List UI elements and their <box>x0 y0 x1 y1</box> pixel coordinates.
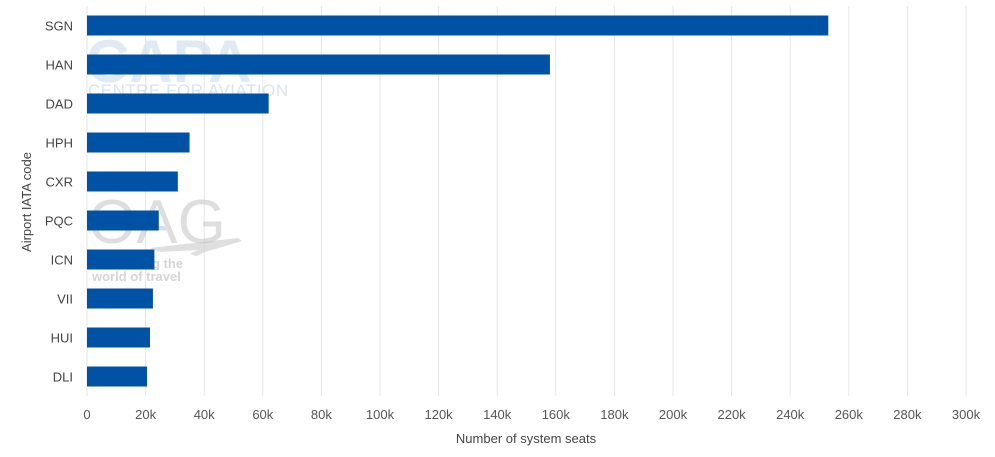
x-tick-label: 60k <box>252 407 273 422</box>
bar-hui[interactable] <box>87 327 150 348</box>
x-tick-label: 300k <box>952 407 981 422</box>
x-tick-label: 240k <box>776 407 805 422</box>
y-tick-label: DAD <box>46 97 73 112</box>
x-axis-labels: 0 20k 40k 60k 80k 100k 120k 140k 160k 180k 200k 220… <box>83 407 980 422</box>
x-tick-label: 180k <box>600 407 629 422</box>
y-tick-label: ICN <box>51 253 73 268</box>
y-tick-label: HUI <box>51 331 73 346</box>
svg-text:g the: g the <box>152 256 183 271</box>
y-axis-labels: SGN HAN DAD HPH CXR PQC ICN VII HUI DLI <box>45 19 73 385</box>
bar-dad[interactable] <box>87 93 269 114</box>
x-tick-label: 280k <box>893 407 922 422</box>
y-tick-label: VII <box>57 292 73 307</box>
bar-sgn[interactable] <box>87 15 829 36</box>
y-tick-label: CXR <box>46 175 73 190</box>
x-tick-label: 140k <box>483 407 512 422</box>
y-tick-label: HPH <box>46 136 73 151</box>
oag-watermark: OAG g the world of travel <box>88 188 242 284</box>
bar-han[interactable] <box>87 54 550 75</box>
y-tick-label: PQC <box>45 214 73 229</box>
bar-pqc[interactable] <box>87 210 159 231</box>
x-tick-label: 120k <box>424 407 453 422</box>
y-tick-label: SGN <box>45 19 73 34</box>
bars <box>87 15 829 387</box>
svg-text:world of travel: world of travel <box>91 269 181 284</box>
bar-hph[interactable] <box>87 132 190 153</box>
y-axis-title: Airport IATA code <box>19 152 34 252</box>
bar-dli[interactable] <box>87 366 148 387</box>
y-tick-label: DLI <box>53 370 73 385</box>
x-tick-label: 160k <box>542 407 571 422</box>
x-tick-label: 80k <box>311 407 332 422</box>
x-tick-label: 220k <box>717 407 746 422</box>
bar-cxr[interactable] <box>87 171 178 192</box>
x-tick-label: 200k <box>659 407 688 422</box>
x-axis-title: Number of system seats <box>456 431 597 446</box>
x-tick-label: 100k <box>366 407 395 422</box>
x-tick-label: 20k <box>135 407 156 422</box>
x-tick-label: 260k <box>835 407 864 422</box>
y-tick-label: HAN <box>46 58 73 73</box>
x-tick-label: 0 <box>83 407 90 422</box>
bar-vii[interactable] <box>87 288 153 309</box>
bar-icn[interactable] <box>87 249 155 270</box>
plane-icon <box>150 238 242 256</box>
x-tick-label: 40k <box>194 407 215 422</box>
